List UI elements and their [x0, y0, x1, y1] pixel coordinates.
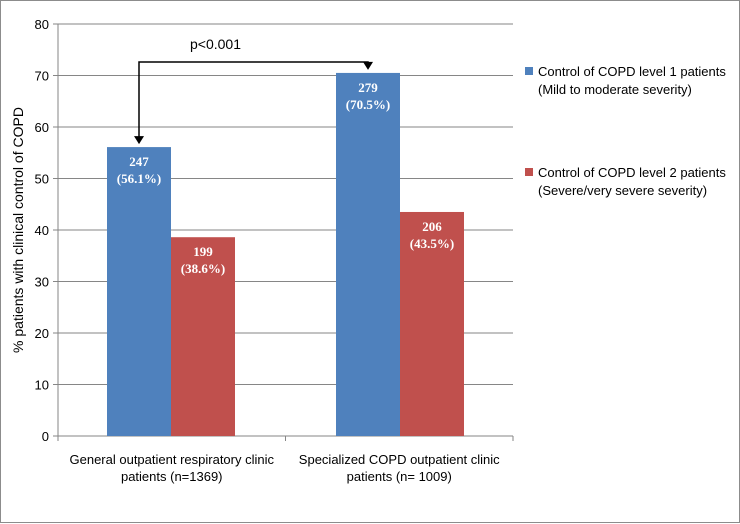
- data-label: 247: [129, 154, 149, 169]
- bar-series2-cat1: [171, 237, 235, 436]
- bar-series1-cat1: [107, 147, 171, 436]
- y-tick-label: 30: [35, 275, 49, 290]
- y-tick-label: 0: [42, 429, 49, 444]
- y-tick-label: 60: [35, 120, 49, 135]
- data-label: (43.5%): [410, 236, 454, 251]
- bars: [107, 72, 464, 437]
- arrowhead-left: [134, 136, 144, 145]
- data-labels: 247 (56.1%) 279 (70.5%) 199 (38.6%) 206 (43.5%): [117, 80, 454, 276]
- bar-series1-cat2: [336, 72, 400, 437]
- y-tick-label: 40: [35, 223, 49, 238]
- data-label: (70.5%): [346, 97, 390, 112]
- legend: Control of COPD level 1 patients (Mild to…: [525, 64, 726, 198]
- y-tick-label: 20: [35, 326, 49, 341]
- arrowhead-right: [363, 61, 373, 70]
- data-label: 279: [358, 80, 378, 95]
- axes: 0 10 20 30 40 50 60 70 80 % patients with clinica…: [10, 17, 514, 484]
- p-value-label: p<0.001: [190, 36, 241, 52]
- data-label: (38.6%): [181, 261, 225, 276]
- legend-label: (Mild to moderate severity): [538, 82, 692, 97]
- bar-series2-cat2: [400, 211, 464, 436]
- y-tick-label: 50: [35, 172, 49, 187]
- legend-label: Control of COPD level 2 patients: [538, 165, 726, 180]
- y-tick-label: 80: [35, 17, 49, 32]
- data-label: 199: [193, 244, 213, 259]
- legend-label: (Severe/very severe severity): [538, 183, 707, 198]
- legend-label: Control of COPD level 1 patients: [538, 64, 726, 79]
- x-category-label: patients (n=1369): [121, 469, 223, 484]
- y-tick-label: 10: [35, 378, 49, 393]
- data-label: (56.1%): [117, 171, 161, 186]
- y-axis-title: % patients with clinical control of COPD: [10, 107, 26, 353]
- x-category-label: patients (n= 1009): [347, 469, 452, 484]
- significance-annotation: p<0.001: [134, 36, 373, 145]
- legend-swatch-series2: [525, 168, 533, 176]
- data-label: 206: [422, 219, 442, 234]
- legend-swatch-series1: [525, 67, 533, 75]
- x-category-label: General outpatient respiratory clinic: [70, 452, 275, 467]
- x-category-label: Specialized COPD outpatient clinic: [299, 452, 500, 467]
- y-tick-label: 70: [35, 69, 49, 84]
